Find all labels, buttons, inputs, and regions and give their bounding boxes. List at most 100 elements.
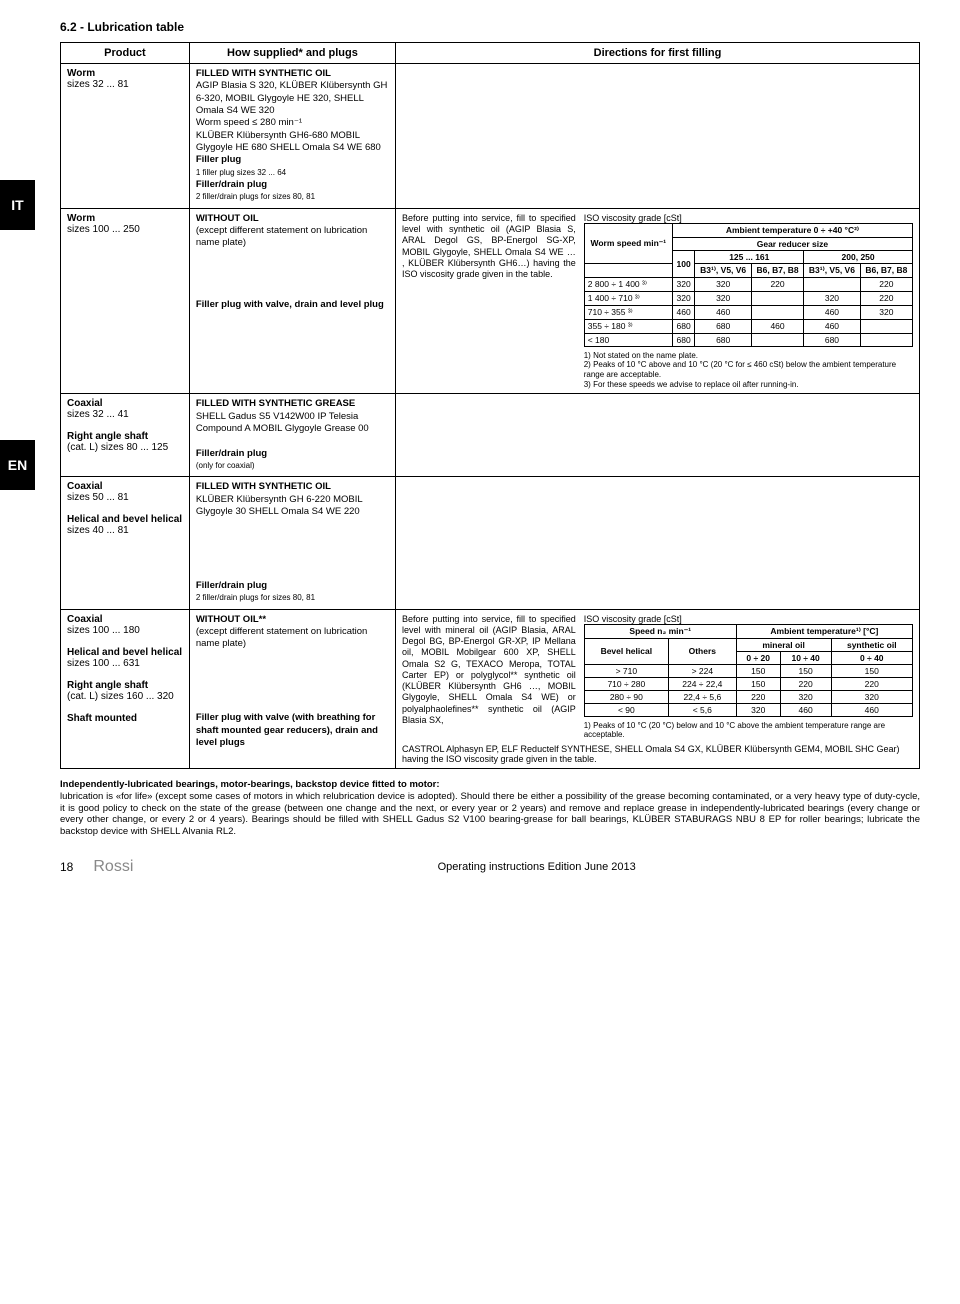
sub-oil: mineral oil (736, 638, 831, 651)
cell: 680 (804, 333, 861, 346)
supplied-body: SHELL Gadus S5 V142W00 IP Telesia Compou… (196, 411, 369, 434)
product-cell: Worm sizes 32 ... 81 (61, 64, 190, 209)
cell: 220 (860, 291, 912, 305)
col-gear: Gear reducer size (672, 237, 912, 250)
sub-oil: synthetic oil (831, 638, 912, 651)
cell: 150 (736, 677, 780, 690)
cell: 320 (695, 277, 752, 291)
product-sizes: sizes 32 ... 81 (67, 79, 129, 90)
cell: 150 (831, 664, 912, 677)
plug2-note: 2 filler/drain plugs for sizes 80, 81 (196, 192, 315, 201)
supplied-body: KLÜBER Klübersynth GH 6-220 MOBIL Glygoy… (196, 494, 363, 517)
cell: > 710 (584, 664, 668, 677)
cell: 355 ÷ 180 ³⁾ (584, 319, 672, 333)
supplied-cell: WITHOUT OIL** (except different statemen… (189, 609, 395, 768)
sub-temp: 10 ÷ 40 (780, 651, 831, 664)
cell: 320 (695, 291, 752, 305)
product-label: Coaxial (67, 398, 103, 409)
product-cell: Worm sizes 100 ... 250 (61, 208, 190, 393)
th-supplied: How supplied* and plugs (189, 43, 395, 64)
footnote: 1) Peaks of 10 °C (20 °C) below and 10 °… (584, 721, 913, 740)
product-label: Coaxial (67, 614, 103, 625)
cell: 320 (860, 305, 912, 319)
cell: 320 (736, 703, 780, 716)
cell: 220 (860, 277, 912, 291)
cell: 680 (695, 319, 752, 333)
cell: 220 (831, 677, 912, 690)
cell (751, 333, 803, 346)
plug-note: 2 filler/drain plugs for sizes 80, 81 (196, 593, 315, 602)
cell: 460 (804, 319, 861, 333)
cell: > 224 (668, 664, 736, 677)
cell (751, 305, 803, 319)
footnote: 3) For these speeds we advise to replace… (584, 380, 913, 390)
bottom-body: lubrication is «for life» (except some c… (60, 791, 920, 838)
cell: 320 (672, 291, 695, 305)
cell: 220 (736, 690, 780, 703)
cell: < 180 (584, 333, 672, 346)
size-col: 200, 250 (804, 250, 913, 263)
product-sizes: sizes 100 ... 250 (67, 224, 140, 235)
footnote: 2) Peaks of 10 °C above and 10 °C (20 °C… (584, 360, 913, 379)
product-label: Right angle shaft (67, 431, 148, 442)
footnote: 1) Not stated on the name plate. (584, 351, 913, 361)
cell: 22,4 ÷ 5,6 (668, 690, 736, 703)
cell: 224 ÷ 22,4 (668, 677, 736, 690)
sub-col: B6, B7, B8 (751, 263, 803, 277)
sub-col: B6, B7, B8 (860, 263, 912, 277)
sub-col: B3¹⁾, V5, V6 (695, 263, 752, 277)
product-label: Helical and bevel helical (67, 514, 182, 525)
plug2: Filler/drain plug (196, 179, 267, 190)
cell: 680 (672, 333, 695, 346)
cell: 320 (804, 291, 861, 305)
supplied-title: WITHOUT OIL** (196, 614, 266, 625)
cell: 320 (831, 690, 912, 703)
product-sizes: (cat. L) sizes 80 ... 125 (67, 442, 168, 453)
product-sizes: sizes 40 ... 81 (67, 525, 129, 536)
plug: Filler plug with valve (with breathing f… (196, 712, 378, 748)
product-label: Right angle shaft (67, 680, 148, 691)
product-cell: Coaxial sizes 50 ... 81 Helical and beve… (61, 477, 190, 609)
supplied-speed: Worm speed ≤ 280 min⁻¹ (196, 117, 302, 128)
supplied-title: FILLED WITH SYNTHETIC OIL (196, 481, 331, 492)
cell: < 5,6 (668, 703, 736, 716)
sub-speed: Others (668, 638, 736, 664)
supplied-note: (except different statement on lubricati… (196, 225, 367, 248)
supplied-cell: FILLED WITH SYNTHETIC OIL KLÜBER Klübers… (189, 477, 395, 609)
cell: < 90 (584, 703, 668, 716)
product-label: Helical and bevel helical (67, 647, 182, 658)
th-directions: Directions for first filling (396, 43, 920, 64)
product-sizes: sizes 32 ... 41 (67, 409, 129, 420)
lubrication-table: Product How supplied* and plugs Directio… (60, 42, 920, 769)
page-footer: 18 Rossi Operating instructions Edition … (60, 858, 920, 876)
cell: 150 (736, 664, 780, 677)
cell: 320 (780, 690, 831, 703)
size-col: 100 (672, 250, 695, 277)
supplied-note: (except different statement on lubricati… (196, 626, 367, 649)
cell: 460 (672, 305, 695, 319)
plug: Filler plug with valve, drain and level … (196, 299, 384, 310)
sub-temp: 0 ÷ 40 (831, 651, 912, 664)
iso-table-coaxial: Speed n₂ min⁻¹ Ambient temperature¹⁾ [°C… (584, 624, 913, 717)
cell: 320 (672, 277, 695, 291)
supplied-body: AGIP Blasia S 320, KLÜBER Klübersynth GH… (196, 80, 388, 116)
iso-table-worm: Worm speed min⁻¹ Ambient temperature 0 ÷… (584, 223, 913, 347)
directions-cell-empty (396, 477, 920, 609)
cell: 680 (695, 333, 752, 346)
brand: Rossi (93, 858, 133, 876)
cell (860, 333, 912, 346)
supplied-cell: FILLED WITH SYNTHETIC GREASE SHELL Gadus… (189, 394, 395, 477)
supplied-cell: FILLED WITH SYNTHETIC OIL AGIP Blasia S … (189, 64, 395, 209)
product-label: Worm (67, 68, 95, 79)
directions-cell-empty (396, 64, 920, 209)
product-label: Coaxial (67, 481, 103, 492)
cell: 460 (804, 305, 861, 319)
supplied-title: FILLED WITH SYNTHETIC GREASE (196, 398, 355, 409)
directions-cell-empty (396, 394, 920, 477)
dir-text: Before putting into service, fill to spe… (402, 213, 576, 389)
cell: 150 (780, 664, 831, 677)
sub-temp: 0 ÷ 20 (736, 651, 780, 664)
cell: 280 ÷ 90 (584, 690, 668, 703)
plug-note: (only for coaxial) (196, 461, 255, 470)
doc-title: Operating instructions Edition June 2013 (153, 861, 920, 873)
